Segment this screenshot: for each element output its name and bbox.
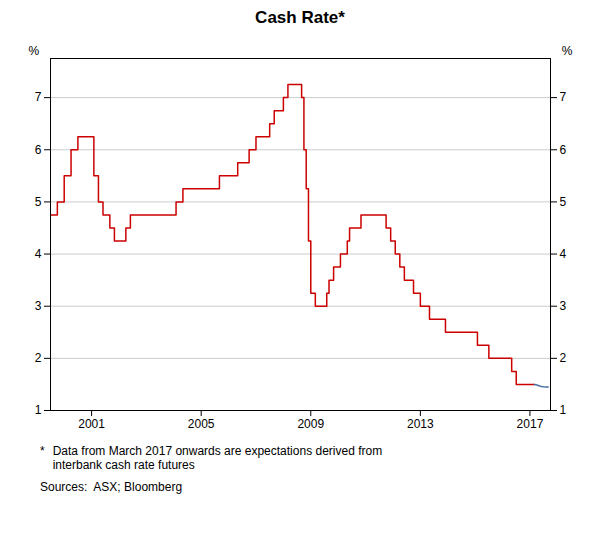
svg-text:4: 4: [560, 247, 567, 261]
svg-text:6: 6: [35, 143, 42, 157]
svg-text:2: 2: [560, 351, 567, 365]
svg-text:1: 1: [560, 403, 567, 417]
svg-text:1: 1: [35, 403, 42, 417]
svg-text:2017: 2017: [517, 417, 544, 431]
svg-text:5: 5: [35, 195, 42, 209]
svg-text:7: 7: [35, 90, 42, 104]
svg-text:2009: 2009: [297, 417, 324, 431]
svg-text:2: 2: [35, 351, 42, 365]
html-text:Sources: ASX; Bloomberg: Sources: ASX; Bloomberg: [40, 480, 183, 494]
svg-text:2001: 2001: [78, 417, 105, 431]
svg-text:4: 4: [35, 247, 42, 261]
svg-text:2013: 2013: [407, 417, 434, 431]
svg-text:7: 7: [560, 90, 567, 104]
svg-text:6: 6: [560, 143, 567, 157]
svg-text:%: %: [29, 44, 40, 58]
html-text:Data from March 2017 onwards a: Data from March 2017 onwards are expecta…: [52, 444, 383, 472]
html-text:Cash Rate*: Cash Rate*: [255, 8, 345, 27]
svg-text:2005: 2005: [188, 417, 215, 431]
svg-text:%: %: [562, 44, 573, 58]
svg-text:3: 3: [560, 299, 567, 313]
svg-text:3: 3: [35, 299, 42, 313]
svg-text:5: 5: [560, 195, 567, 209]
